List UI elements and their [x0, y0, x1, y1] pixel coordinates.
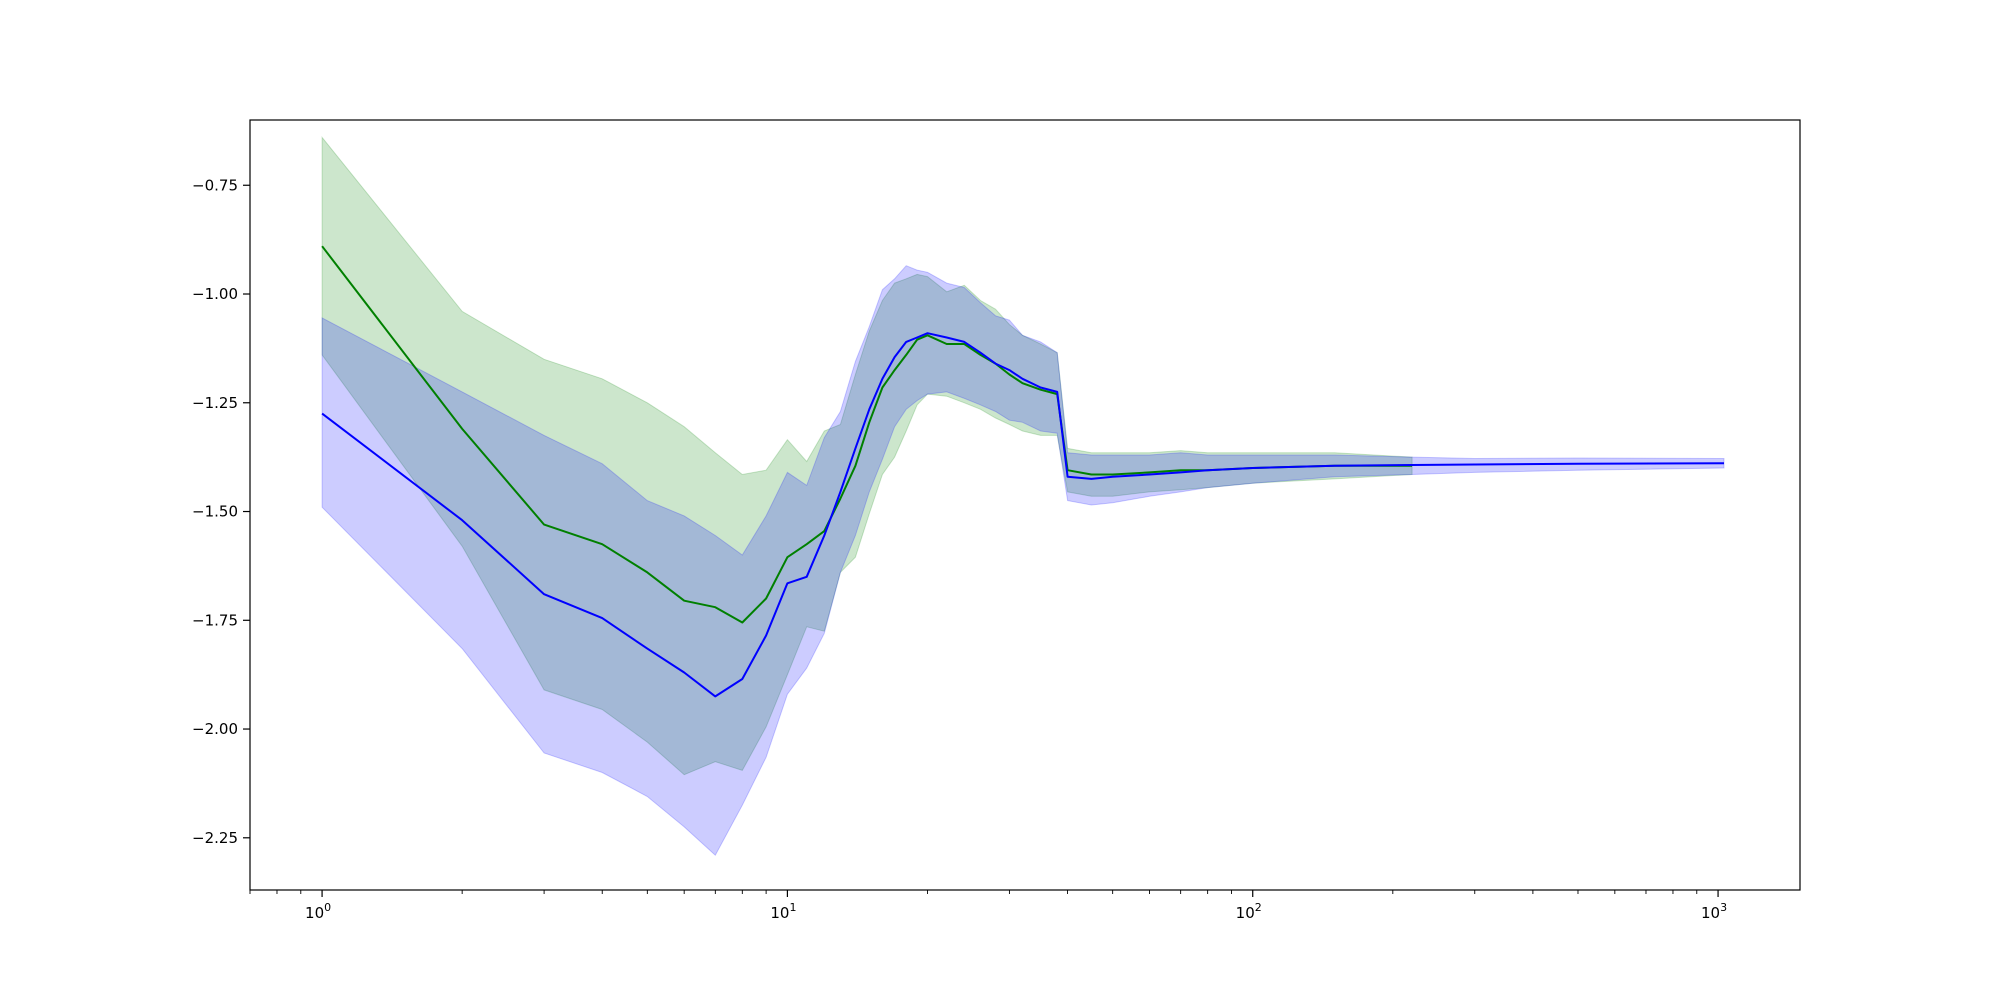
series-2-band [321, 265, 1725, 857]
y-tick-label: −2.25 [192, 829, 238, 847]
plot-area [321, 135, 1725, 857]
y-tick-label: −1.75 [192, 611, 238, 629]
y-tick-label: −1.25 [192, 394, 238, 412]
y-tick-label: −0.75 [192, 176, 238, 194]
x-tick-label: 100 [305, 901, 331, 922]
series-1-line [321, 245, 1413, 624]
x-axis: 100 101 102 103 [249, 890, 1727, 922]
x-tick-label: 101 [770, 901, 796, 922]
series-2-line [321, 332, 1725, 698]
y-axis: −0.75 −1.00 −1.25 −1.50 −1.75 −2.00 −2.25 [192, 176, 250, 847]
x-tick-label: 102 [1236, 901, 1262, 922]
y-tick-label: −1.00 [192, 285, 238, 303]
x-tick-label: 103 [1701, 901, 1727, 922]
y-tick-label: −2.00 [192, 720, 238, 738]
y-tick-label: −1.50 [192, 503, 238, 521]
axes-frame [249, 119, 1801, 891]
